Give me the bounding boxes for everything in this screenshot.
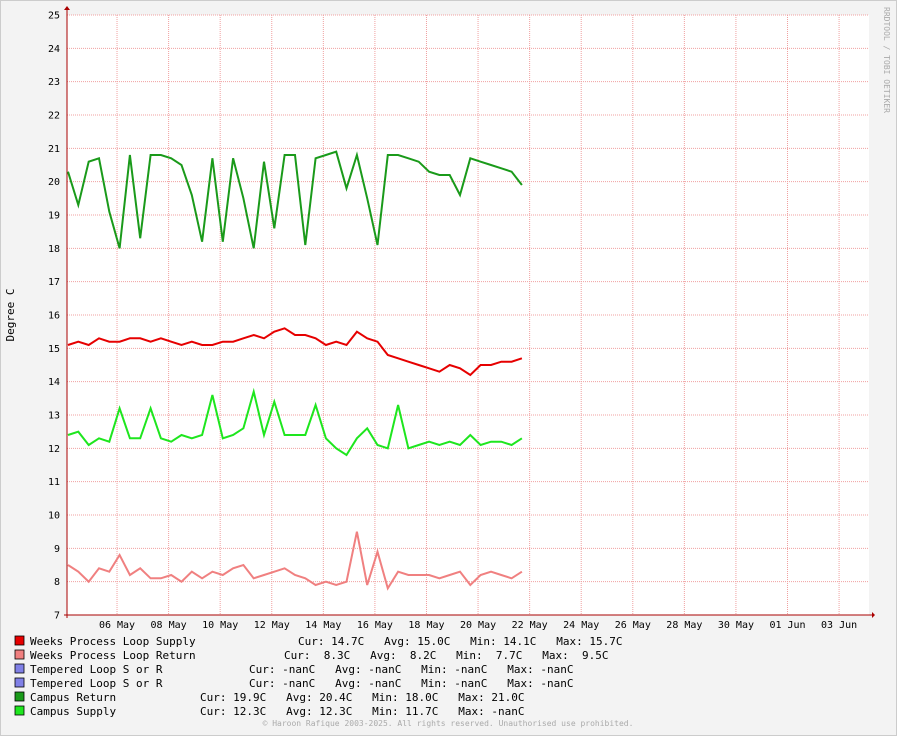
footer: © Haroon Rafique 2003-2025. All rights r… <box>263 719 634 728</box>
legend-label: Tempered Loop S or R <box>30 663 163 676</box>
y-tick-label: 25 <box>48 11 60 22</box>
legend-label: Weeks Process Loop Supply <box>30 635 196 648</box>
legend-swatch <box>14 663 25 674</box>
legend-swatch <box>14 635 25 646</box>
y-tick-label: 10 <box>48 511 60 522</box>
y-tick-label: 23 <box>48 77 60 88</box>
x-tick-label: 10 May <box>202 620 238 631</box>
axis-arrow <box>872 612 875 618</box>
y-tick-label: 19 <box>48 211 60 222</box>
x-tick-label: 01 Jun <box>769 620 805 631</box>
series-line <box>67 150 523 249</box>
y-tick-label: 16 <box>48 311 60 322</box>
x-tick-label: 22 May <box>512 620 548 631</box>
legend-label: Campus Supply <box>30 705 116 718</box>
y-tick-label: 21 <box>48 144 60 155</box>
axis-arrow <box>64 6 70 10</box>
y-tick-label: 13 <box>48 411 60 422</box>
series-line <box>67 531 523 591</box>
legend-stats: Cur: -nanC Avg: -nanC Min: -nanC Max: -n… <box>249 677 574 690</box>
legend-label: Weeks Process Loop Return <box>30 649 196 662</box>
x-tick-label: 30 May <box>718 620 754 631</box>
x-tick-label: 12 May <box>254 620 290 631</box>
x-tick-label: 16 May <box>357 620 393 631</box>
legend-swatch <box>14 649 25 660</box>
y-tick-label: 7 <box>54 611 60 622</box>
y-tick-label: 8 <box>54 577 60 588</box>
y-tick-label: 24 <box>48 44 60 55</box>
legend-label: Campus Return <box>30 691 116 704</box>
legend-label: Tempered Loop S or R <box>30 677 163 690</box>
y-tick-label: 9 <box>54 544 60 555</box>
x-tick-label: 18 May <box>408 620 444 631</box>
x-tick-label: 06 May <box>99 620 135 631</box>
y-tick-label: 11 <box>48 477 60 488</box>
x-tick-label: 24 May <box>563 620 599 631</box>
legend-stats: Cur: 12.3C Avg: 12.3C Min: 11.7C Max: -n… <box>200 705 525 718</box>
legend-swatch <box>14 691 25 702</box>
legend-stats: Cur: -nanC Avg: -nanC Min: -nanC Max: -n… <box>249 663 574 676</box>
x-tick-label: 03 Jun <box>821 620 857 631</box>
side-credit: RRDTOOL / TOBI OETIKER <box>882 7 891 113</box>
x-tick-label: 26 May <box>615 620 651 631</box>
y-tick-label: 17 <box>48 277 60 288</box>
x-tick-label: 28 May <box>666 620 702 631</box>
x-tick-label: 20 May <box>460 620 496 631</box>
x-tick-label: 08 May <box>151 620 187 631</box>
legend-stats: Cur: 19.9C Avg: 20.4C Min: 18.0C Max: 21… <box>200 691 525 704</box>
y-tick-label: 15 <box>48 344 60 355</box>
y-tick-label: 14 <box>48 377 60 388</box>
y-tick-label: 20 <box>48 177 60 188</box>
legend-swatch <box>14 705 25 716</box>
y-tick-label: 18 <box>48 244 60 255</box>
series-line <box>67 387 523 457</box>
y-tick-label: 22 <box>48 111 60 122</box>
legend-swatch <box>14 677 25 688</box>
y-tick-label: 12 <box>48 444 60 455</box>
y-axis-label: Degree C <box>4 289 17 342</box>
series-line <box>67 327 523 377</box>
x-tick-label: 14 May <box>305 620 341 631</box>
legend-stats: Cur: 14.7C Avg: 15.0C Min: 14.1C Max: 15… <box>298 635 623 648</box>
legend-stats: Cur: 8.3C Avg: 8.2C Min: 7.7C Max: 9.5C <box>284 649 609 662</box>
